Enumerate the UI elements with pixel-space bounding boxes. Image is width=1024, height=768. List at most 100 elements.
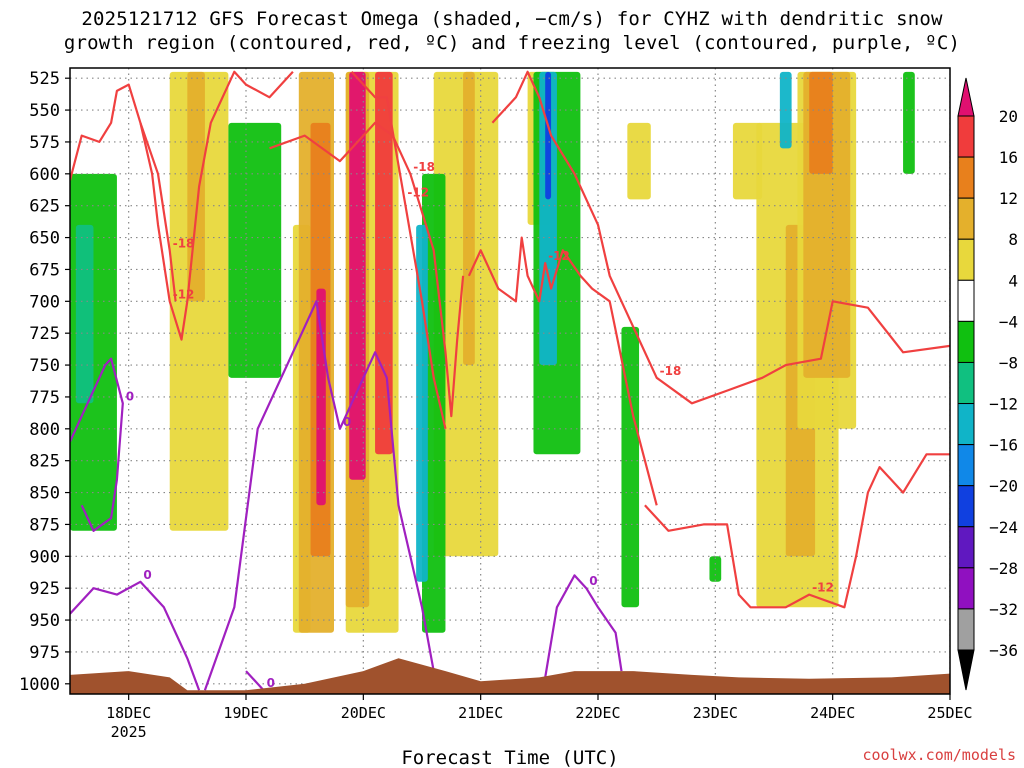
colorbar-box-10 bbox=[957, 526, 975, 569]
chart-title-line2: growth region (contoured, red, ºC) and f… bbox=[63, 32, 961, 54]
colorbar-label-2: 12 bbox=[999, 189, 1018, 208]
dgz-contour-0 bbox=[70, 70, 294, 341]
y-tick-label-750: 750 bbox=[29, 356, 60, 376]
colorbar-box-5 bbox=[957, 320, 975, 363]
dgz-contour-label-2: -18 bbox=[413, 160, 435, 174]
colorbar-label-9: −20 bbox=[989, 477, 1018, 496]
omega-region-30 bbox=[903, 71, 915, 174]
colorbar-box-0 bbox=[957, 115, 975, 158]
y-tick-label-850: 850 bbox=[29, 484, 60, 504]
dgz-contour-5 bbox=[491, 70, 950, 405]
freezing-contour-2 bbox=[203, 300, 435, 691]
x-tick-label-23DEC: 23DEC bbox=[693, 704, 738, 722]
omega-region-27 bbox=[545, 71, 552, 200]
dgz-contour-label-3: -12 bbox=[407, 185, 429, 199]
colorbar-box-4 bbox=[957, 279, 975, 322]
x-tick-label-19DEC: 19DEC bbox=[223, 704, 268, 722]
grid-lines bbox=[70, 68, 950, 694]
omega-region-13 bbox=[627, 122, 651, 200]
chart-title-line1: 2025121712 GFS Forecast Omega (shaded, −… bbox=[81, 8, 943, 30]
freezing-contour-label-1: 0 bbox=[143, 568, 151, 582]
omega-region-14 bbox=[732, 122, 763, 200]
freezing-contour-1 bbox=[70, 580, 201, 691]
colorbar-top-arrow bbox=[957, 77, 975, 117]
y-tick-label-600: 600 bbox=[29, 165, 60, 185]
omega-region-22 bbox=[228, 122, 282, 378]
x-tick-sublabel-18DEC: 2025 bbox=[111, 723, 147, 741]
colorbar-box-9 bbox=[957, 485, 975, 528]
colorbar-label-13: −36 bbox=[989, 641, 1018, 660]
colorbar-label-3: 8 bbox=[1008, 230, 1018, 249]
x-tick-label-21DEC: 21DEC bbox=[458, 704, 503, 722]
dgz-contour-6 bbox=[644, 453, 950, 609]
y-tick-label-925: 925 bbox=[29, 579, 60, 599]
y-tick-label-1000: 1000 bbox=[19, 675, 60, 695]
colorbar-label-0: 20 bbox=[999, 107, 1018, 126]
x-tick-label-22DEC: 22DEC bbox=[575, 704, 620, 722]
colorbar: 20 16 12 8 4 −4 −8 −12 −16 −20 −24 −28 −32 −36 bbox=[957, 77, 1018, 691]
colorbar-box-2 bbox=[957, 197, 975, 240]
credit-link[interactable]: coolwx.com/models bbox=[862, 746, 1016, 764]
colorbar-box-1 bbox=[957, 156, 975, 199]
colorbar-label-11: −28 bbox=[989, 559, 1018, 578]
y-tick-label-550: 550 bbox=[29, 101, 60, 121]
colorbar-box-3 bbox=[957, 238, 975, 281]
y-tick-label-625: 625 bbox=[29, 197, 60, 217]
y-tick-label-650: 650 bbox=[29, 229, 60, 249]
y-tick-label-800: 800 bbox=[29, 420, 60, 440]
colorbar-label-8: −16 bbox=[989, 436, 1018, 455]
y-tick-label-700: 700 bbox=[29, 292, 60, 312]
freezing-contour-4 bbox=[544, 574, 623, 678]
colorbar-label-5: −4 bbox=[999, 312, 1018, 331]
freezing-contour-label-4: 0 bbox=[589, 574, 597, 588]
y-axis: 525 550 575 600 625 650 675 700 725 750 775 800 825 8… bbox=[19, 69, 70, 695]
colorbar-box-6 bbox=[957, 361, 975, 405]
dgz-contour-label-4: -12 bbox=[548, 249, 570, 263]
y-tick-label-975: 975 bbox=[29, 643, 60, 663]
freezing-contour-label-3: 0 bbox=[267, 676, 275, 690]
omega-region-26 bbox=[539, 71, 557, 366]
dgz-contour-1 bbox=[139, 122, 177, 302]
contour-layer: -12 -18 -18 -12 -12 -18 -12 0 0 0 0 0 bbox=[70, 70, 950, 691]
terrain-fill bbox=[70, 658, 950, 694]
y-tick-label-825: 825 bbox=[29, 452, 60, 472]
dgz-contour-label-6: -12 bbox=[812, 581, 834, 595]
colorbar-bottom-arrow bbox=[957, 649, 975, 691]
colorbar-box-8 bbox=[957, 444, 975, 487]
x-axis-label: Forecast Time (UTC) bbox=[401, 747, 618, 768]
colorbar-label-12: −32 bbox=[989, 600, 1018, 619]
x-tick-label-18DEC: 18DEC bbox=[106, 704, 151, 722]
colorbar-label-6: −8 bbox=[999, 353, 1018, 372]
omega-region-8 bbox=[349, 71, 366, 480]
y-tick-label-950: 950 bbox=[29, 611, 60, 631]
dgz-contour-label-1: -18 bbox=[173, 236, 195, 250]
dgz-contour-label-5: -18 bbox=[660, 364, 682, 378]
dgz-contour-4 bbox=[467, 236, 658, 506]
x-tick-label-20DEC: 20DEC bbox=[341, 704, 386, 722]
omega-region-1 bbox=[187, 71, 205, 302]
colorbar-label-1: 16 bbox=[999, 148, 1018, 167]
dgz-contour-2 bbox=[269, 121, 465, 418]
colorbar-box-11 bbox=[957, 567, 975, 610]
x-tick-label-24DEC: 24DEC bbox=[810, 704, 855, 722]
plot-frame bbox=[69, 67, 951, 695]
x-tick-label-25DEC: 25DEC bbox=[927, 704, 972, 722]
omega-region-9 bbox=[375, 71, 393, 455]
terrain-area bbox=[70, 658, 950, 694]
omega-region-21 bbox=[75, 224, 94, 404]
omega-region-19 bbox=[809, 71, 833, 174]
y-tick-label-875: 875 bbox=[29, 515, 60, 535]
y-tick-label-575: 575 bbox=[29, 133, 60, 153]
colorbar-label-10: −24 bbox=[989, 518, 1018, 537]
y-tick-label-725: 725 bbox=[29, 324, 60, 344]
y-tick-label-525: 525 bbox=[29, 69, 60, 89]
y-tick-label-675: 675 bbox=[29, 260, 60, 280]
freezing-contour-label-0: 0 bbox=[126, 389, 134, 403]
colorbar-label-7: −12 bbox=[989, 395, 1018, 414]
dgz-contour-3 bbox=[350, 71, 447, 430]
freezing-contour-3 bbox=[245, 670, 265, 691]
colorbar-label-4: 4 bbox=[1008, 271, 1018, 290]
omega-region-11 bbox=[463, 71, 475, 366]
